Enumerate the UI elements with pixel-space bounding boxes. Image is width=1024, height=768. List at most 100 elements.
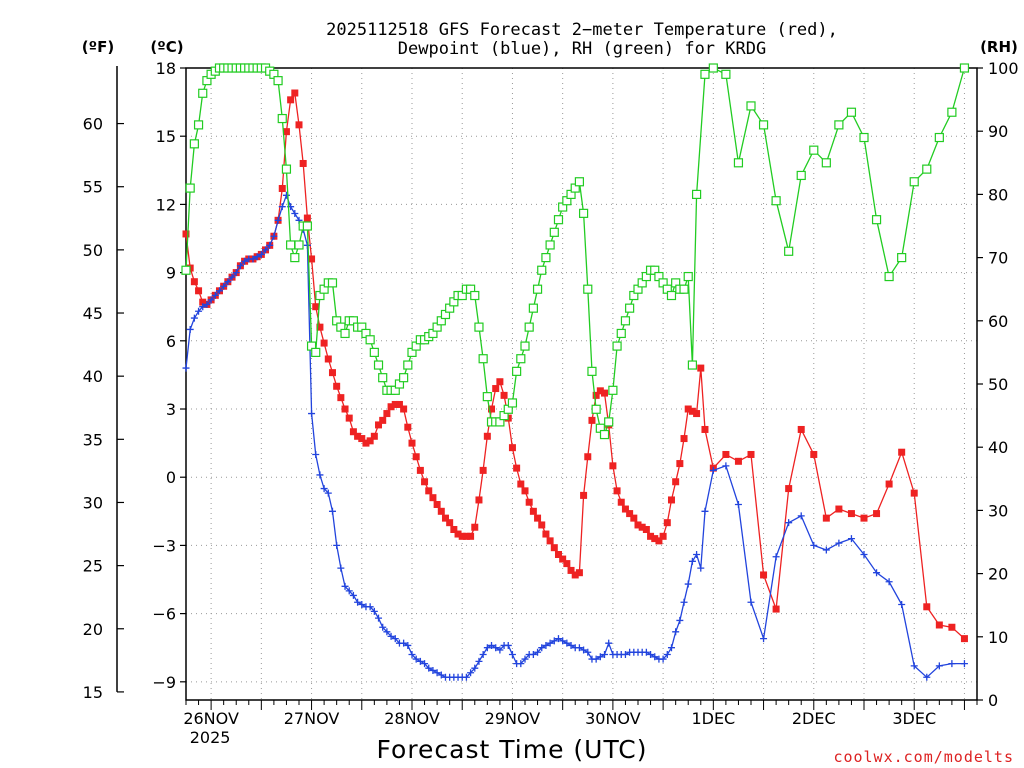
rh-point [399, 373, 409, 383]
temperature-point [651, 535, 659, 543]
rh-point [369, 347, 379, 357]
dewpoint-point [898, 601, 906, 609]
temperature-point [676, 460, 684, 468]
temperature-point [550, 544, 558, 552]
temperature-point [810, 450, 818, 458]
dewpoint-point [375, 614, 383, 622]
rh-point [687, 360, 698, 370]
temperature-point [860, 514, 868, 522]
celsius-tick-label: 12 [156, 195, 176, 214]
temperature-point [387, 403, 395, 411]
dewpoint-point [324, 489, 332, 497]
dewpoint-point [341, 582, 349, 590]
dewpoint-point [642, 648, 650, 656]
temperature-point [588, 416, 596, 424]
dewpoint-point [584, 648, 592, 656]
temperature-point [492, 385, 500, 393]
temperature-point [571, 571, 579, 579]
temperature-point [429, 494, 437, 502]
temperature-point [370, 432, 378, 440]
dewpoint-point [521, 655, 529, 663]
data-series [181, 63, 970, 681]
dewpoint-point [785, 519, 793, 527]
temperature-point [500, 391, 508, 399]
temperature-point [483, 432, 491, 440]
dewpoint-point [199, 303, 207, 311]
rh-tick-label: 80 [988, 185, 1008, 204]
x-tick-label: 3DEC [892, 709, 936, 728]
temperature-point [638, 523, 646, 531]
temperature-point [287, 96, 295, 104]
temperature-point [471, 523, 479, 531]
dewpoint-point [697, 564, 705, 572]
rh-point [859, 132, 869, 143]
temperature-point [722, 450, 730, 458]
rh-point [198, 88, 208, 98]
dewpoint-point [709, 466, 717, 474]
dewpoint-point [546, 639, 554, 647]
rh-point [340, 328, 350, 339]
dewpoint-point [747, 598, 755, 606]
rh-point [277, 113, 287, 124]
temperature-point [408, 439, 416, 447]
rh-tick-label: 50 [988, 375, 1008, 394]
temperature-point [910, 489, 918, 497]
dewpoint-point [412, 655, 420, 663]
dewpoint-point [391, 635, 399, 643]
dewpoint-point [496, 646, 504, 654]
temperature-point [538, 521, 546, 529]
temperature-point [375, 421, 383, 429]
celsius-tick-label: 6 [166, 332, 176, 351]
temperature-point [835, 505, 843, 513]
temperature-point [592, 391, 600, 399]
rh-point [537, 265, 547, 275]
dewpoint-point [349, 591, 357, 599]
rh-point [934, 132, 944, 143]
rh-point [909, 177, 919, 187]
temperature-point [441, 514, 449, 522]
dewpoint-point [479, 651, 487, 659]
dewpoint-point [488, 641, 496, 649]
rh-point [771, 196, 781, 206]
temperature-point [873, 510, 881, 518]
rh-tick-label: 70 [988, 249, 1008, 268]
rh-point [181, 265, 191, 275]
x-axis-title: Forecast Time (UTC) [377, 735, 648, 764]
dewpoint-point [211, 291, 219, 299]
dewpoint-point [504, 641, 512, 649]
celsius-tick-label: −9 [152, 673, 176, 692]
dewpoint-point [471, 664, 479, 672]
dewpoint-point [383, 628, 391, 636]
rh-point [478, 354, 488, 364]
rh-point [587, 366, 597, 376]
rh-point [578, 208, 589, 218]
dewpoint-point [810, 541, 818, 549]
dewpoint-point [328, 507, 336, 515]
celsius-tick-label: 15 [156, 127, 176, 146]
rh-unit-label: (RH) [980, 38, 1018, 56]
rh-point [691, 189, 702, 199]
dewpoint-point [316, 471, 324, 479]
celsius-tick-label: 9 [166, 264, 176, 283]
temperature-point [580, 491, 588, 499]
dewpoint-point [278, 203, 286, 211]
dewpoint-point [621, 651, 629, 659]
rh-point [302, 221, 312, 231]
rh-point [897, 253, 907, 263]
temperature-point [316, 323, 324, 331]
temperature-point [785, 485, 793, 493]
dewpoint-point [554, 635, 562, 643]
temperature-point [295, 121, 303, 129]
x-tick-sublabel: 2025 [190, 728, 231, 747]
rh-point [708, 63, 718, 73]
dewpoint-point [667, 644, 675, 652]
dewpoint-point [508, 651, 516, 659]
temperature-point [395, 400, 403, 408]
rh-point [612, 341, 622, 351]
series-line [185, 193, 965, 679]
x-tick-label: 29NOV [485, 709, 541, 728]
rh-point [947, 107, 957, 117]
dewpoint-point [596, 653, 604, 661]
rh-point [545, 240, 555, 250]
rh-point [809, 145, 819, 155]
